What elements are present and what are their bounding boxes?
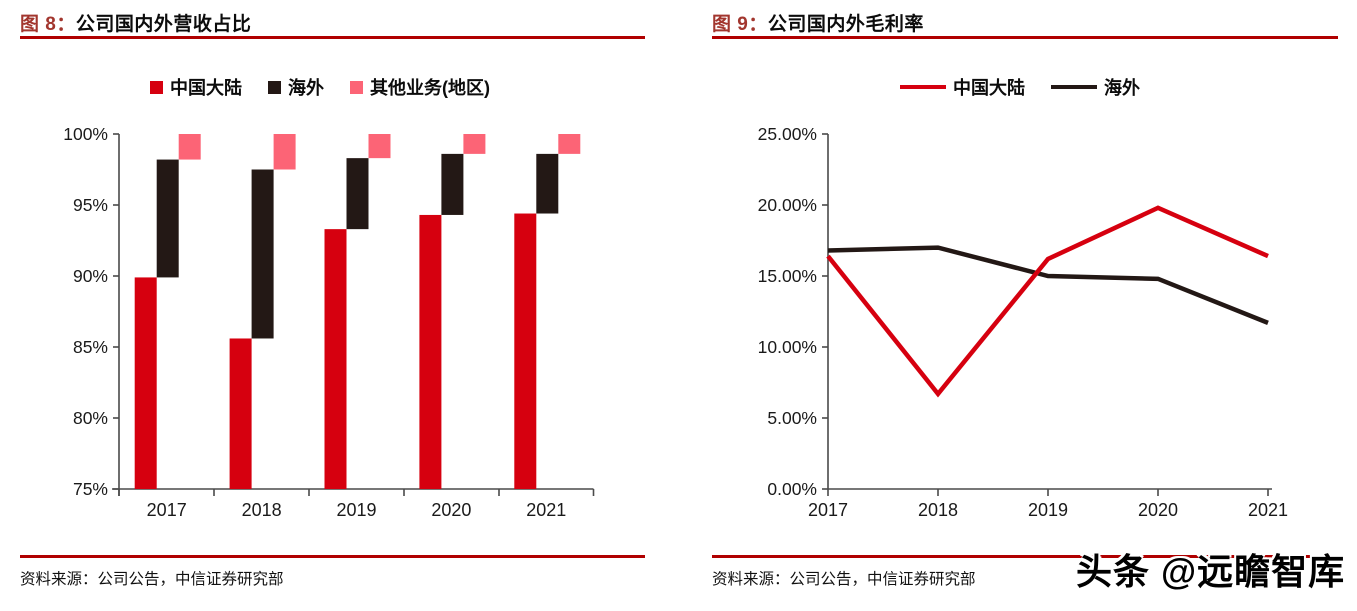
svg-text:20.00%: 20.00%	[758, 195, 817, 215]
gross-margin-line-chart: 0.00% 5.00% 10.00% 15.00% 20.00% 25.00% 2017 20…	[758, 124, 1288, 520]
legend-item-mainland: 中国大陆	[150, 74, 242, 100]
svg-text:85%: 85%	[73, 337, 108, 357]
legend-label: 海外	[288, 78, 324, 98]
title-rule	[20, 36, 645, 39]
legend-label: 其他业务(地区)	[370, 78, 490, 98]
legend-item-overseas: 海外	[1051, 74, 1140, 100]
svg-text:80%: 80%	[73, 408, 108, 428]
legend-label: 中国大陆	[953, 78, 1025, 98]
svg-text:2017: 2017	[147, 500, 187, 520]
svg-text:2020: 2020	[431, 500, 471, 520]
revenue-share-bar-chart: 75% 80% 85% 90% 95% 100% 2017 2018 2019 2020 2021	[63, 124, 595, 520]
legend-line-red-icon	[900, 84, 946, 90]
svg-text:25.00%: 25.00%	[758, 124, 817, 144]
svg-text:2020: 2020	[1138, 500, 1178, 520]
legend-gross-margin: 中国大陆 海外	[740, 74, 1300, 100]
svg-text:10.00%: 10.00%	[758, 337, 817, 357]
panel-gross-margin: 图 9：公司国内外毛利率 中国大陆 海外 0.00% 5.00% 10.00% 15.…	[680, 0, 1357, 611]
legend-revenue-share: 中国大陆 海外 其他业务(地区)	[30, 74, 610, 100]
chart-title-left: 图 8：公司国内外营收占比	[20, 9, 251, 36]
svg-text:2017: 2017	[808, 500, 848, 520]
figure-number-label: 图 8：	[20, 14, 76, 35]
chart-title-text: 公司国内外毛利率	[767, 14, 924, 35]
svg-text:2021: 2021	[1248, 500, 1288, 520]
title-rule	[712, 36, 1338, 39]
legend-square-pink-icon	[350, 80, 363, 94]
panel-revenue-share: 图 8：公司国内外营收占比 中国大陆 海外 其他业务(地区) 75% 80% 85%…	[0, 0, 678, 611]
legend-square-red-icon	[150, 80, 163, 94]
svg-text:2019: 2019	[1028, 500, 1068, 520]
source-note: 资料来源：公司公告，中信证券研究部	[712, 571, 976, 588]
svg-text:2021: 2021	[526, 500, 566, 520]
footer-rule	[20, 555, 645, 558]
toutiao-yuanzhan-watermark: 头条 @远瞻智库	[1076, 551, 1346, 592]
figure-number-label: 图 9：	[712, 14, 768, 35]
svg-text:0.00%: 0.00%	[767, 479, 817, 499]
svg-text:2018: 2018	[918, 500, 958, 520]
svg-text:75%: 75%	[73, 479, 108, 499]
legend-item-other: 其他业务(地区)	[350, 74, 490, 100]
legend-square-black-icon	[268, 80, 281, 94]
footer-rule	[712, 555, 1330, 558]
svg-text:5.00%: 5.00%	[767, 408, 817, 428]
svg-text:2018: 2018	[242, 500, 282, 520]
legend-line-black-icon	[1051, 84, 1097, 90]
legend-item-overseas: 海外	[268, 74, 324, 100]
svg-text:90%: 90%	[73, 266, 108, 286]
legend-label: 中国大陆	[170, 78, 242, 98]
legend-label: 海外	[1104, 78, 1140, 98]
chart-title-right: 图 9：公司国内外毛利率	[712, 9, 924, 36]
svg-text:100%: 100%	[63, 124, 108, 144]
svg-text:15.00%: 15.00%	[758, 266, 817, 286]
chart-title-text: 公司国内外营收占比	[75, 14, 252, 35]
svg-text:2019: 2019	[336, 500, 376, 520]
legend-item-mainland: 中国大陆	[900, 74, 1025, 100]
svg-text:95%: 95%	[73, 195, 108, 215]
source-note: 资料来源：公司公告，中信证券研究部	[20, 571, 284, 588]
